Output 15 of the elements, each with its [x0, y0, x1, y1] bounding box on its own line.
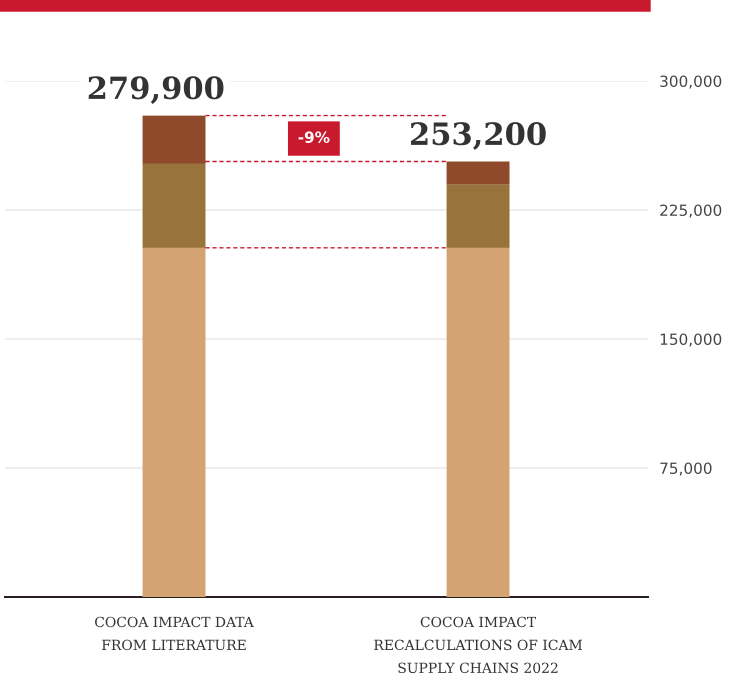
y-tick-label: 300,000 [660, 75, 722, 89]
x-tick-label: COCOA IMPACT DATA FROM LITERATURE [95, 616, 254, 650]
y-tick-label: 225,000 [660, 204, 722, 218]
x-tick-label: COCOA IMPACT RECALCULATIONS OF ICAM SUPPLY CHAINS 2022 [374, 616, 582, 674]
bar [142, 116, 206, 164]
annotation: -9% [298, 131, 330, 143]
bar [446, 161, 510, 184]
total-label: 253,200 [411, 122, 546, 150]
bar [142, 164, 206, 248]
bar [446, 184, 510, 248]
total-label: 279,900 [88, 76, 224, 104]
y-tick-label: 75,000 [660, 462, 712, 476]
bar [446, 248, 510, 597]
bar [142, 248, 206, 597]
y-tick-label: 150,000 [660, 333, 722, 347]
